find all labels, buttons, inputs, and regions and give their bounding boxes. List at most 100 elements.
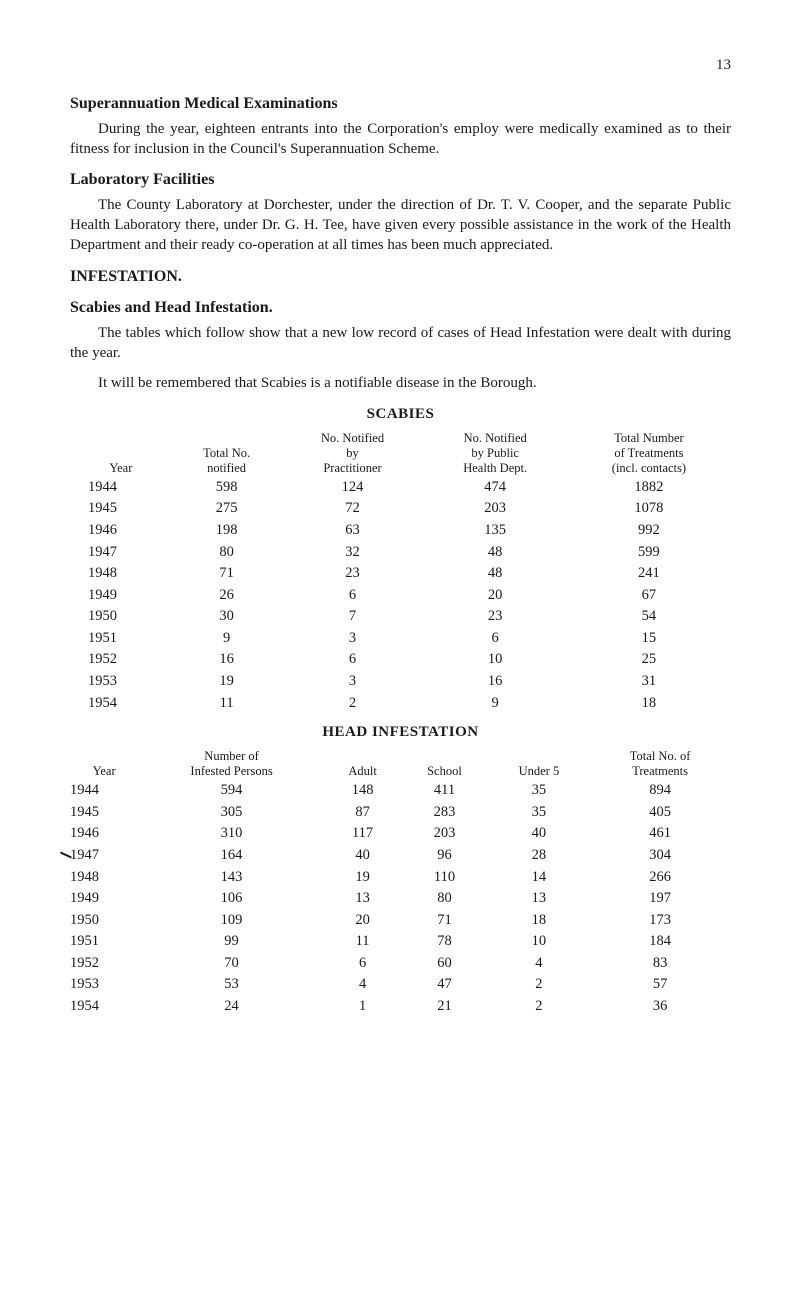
cell-by-public-health: 135	[424, 520, 567, 542]
cell-total-treatments: 15	[567, 628, 731, 650]
table-row: 19531931631	[70, 671, 731, 693]
cell-year: 1948	[70, 867, 138, 889]
cell-under5: 2	[489, 996, 590, 1018]
cell-year: 1949	[70, 888, 138, 910]
para-superannuation: During the year, eighteen entrants into …	[70, 119, 731, 160]
table-row: 1954112918	[70, 693, 731, 715]
cell-year: 1950	[70, 606, 172, 628]
cell-adult: 40	[325, 845, 400, 867]
table-row: 1945275722031078	[70, 498, 731, 520]
cell-infested: 109	[138, 910, 325, 932]
cell-by-public-health: 23	[424, 606, 567, 628]
cell-by-public-health: 6	[424, 628, 567, 650]
cell-by-practitioner: 63	[282, 520, 424, 542]
cell-year: 1953	[70, 974, 138, 996]
cell-under5: 10	[489, 931, 590, 953]
table-row: 194619863135992	[70, 520, 731, 542]
cell-school: 283	[400, 802, 488, 824]
cell-under5: 4	[489, 953, 590, 975]
table-row: 1947803248599	[70, 542, 731, 564]
cell-adult: 117	[325, 823, 400, 845]
cell-total-treatments: 241	[567, 563, 731, 585]
table-row: 19453058728335405	[70, 802, 731, 824]
cell-by-practitioner: 6	[282, 649, 424, 671]
cell-by-practitioner: 6	[282, 585, 424, 607]
cell-year: 1946	[70, 520, 172, 542]
heading-infestation: INFESTATION.	[70, 266, 731, 288]
table-row: 195424121236	[70, 996, 731, 1018]
cell-total-notified: 16	[172, 649, 282, 671]
table-row: 19503072354	[70, 606, 731, 628]
cell-total-notified: 275	[172, 498, 282, 520]
cell-infested: 594	[138, 780, 325, 802]
cell-year: 1951	[70, 931, 138, 953]
cell-year: 1953	[70, 671, 172, 693]
cell-school: 21	[400, 996, 488, 1018]
cell-total-treatments: 1078	[567, 498, 731, 520]
cell-infested: 99	[138, 931, 325, 953]
cell-total-treatments: 54	[567, 606, 731, 628]
cell-year: 1952	[70, 953, 138, 975]
cell-school: 411	[400, 780, 488, 802]
cell-adult: 87	[325, 802, 400, 824]
col-treatments: Total No. ofTreatments	[589, 748, 731, 780]
table-row: 19445981244741882	[70, 477, 731, 499]
cell-treatments: 266	[589, 867, 731, 889]
para-laboratory: The County Laboratory at Dorchester, und…	[70, 195, 731, 256]
cell-total-treatments: 992	[567, 520, 731, 542]
cell-treatments: 184	[589, 931, 731, 953]
cell-treatments: 36	[589, 996, 731, 1018]
table-row: 194631011720340461	[70, 823, 731, 845]
cell-year: 1951	[70, 628, 172, 650]
table-row: 19521661025	[70, 649, 731, 671]
heading-superannuation: Superannuation Medical Examinations	[70, 93, 731, 115]
para-infestation-2: It will be remembered that Scabies is a …	[70, 373, 731, 393]
cell-total-notified: 598	[172, 477, 282, 499]
cell-infested: 53	[138, 974, 325, 996]
cell-by-public-health: 474	[424, 477, 567, 499]
head-table-title: HEAD INFESTATION	[70, 722, 731, 742]
cell-total-notified: 26	[172, 585, 282, 607]
cell-year: 1945	[70, 498, 172, 520]
cell-year: 1945	[70, 802, 138, 824]
cell-adult: 4	[325, 974, 400, 996]
cell-treatments: 894	[589, 780, 731, 802]
cell-total-notified: 19	[172, 671, 282, 693]
page-number: 13	[70, 55, 731, 75]
cell-treatments: 304	[589, 845, 731, 867]
cell-total-treatments: 25	[567, 649, 731, 671]
cell-total-notified: 11	[172, 693, 282, 715]
cell-under5: 13	[489, 888, 590, 910]
cell-total-treatments: 67	[567, 585, 731, 607]
table-row: 1947164409628304	[70, 845, 731, 867]
cell-year: 1948	[70, 563, 172, 585]
col-year: Year	[70, 430, 172, 477]
cell-by-practitioner: 23	[282, 563, 424, 585]
cell-total-treatments: 1882	[567, 477, 731, 499]
cell-adult: 148	[325, 780, 400, 802]
col-school: School	[400, 748, 488, 780]
table-row: 194459414841135894	[70, 780, 731, 802]
cell-under5: 2	[489, 974, 590, 996]
cell-infested: 24	[138, 996, 325, 1018]
cell-adult: 19	[325, 867, 400, 889]
cell-total-notified: 9	[172, 628, 282, 650]
para-infestation-1: The tables which follow show that a new …	[70, 323, 731, 364]
cell-by-practitioner: 3	[282, 628, 424, 650]
cell-year: 1954	[70, 996, 138, 1018]
table-row: 1949106138013197	[70, 888, 731, 910]
cell-under5: 40	[489, 823, 590, 845]
cell-infested: 310	[138, 823, 325, 845]
cell-by-public-health: 203	[424, 498, 567, 520]
cell-school: 80	[400, 888, 488, 910]
cell-total-treatments: 18	[567, 693, 731, 715]
cell-by-public-health: 48	[424, 563, 567, 585]
cell-under5: 18	[489, 910, 590, 932]
cell-treatments: 173	[589, 910, 731, 932]
scabies-table: Year Total No.notified No. NotifiedbyPra…	[70, 430, 731, 714]
cell-under5: 28	[489, 845, 590, 867]
cell-school: 71	[400, 910, 488, 932]
heading-laboratory: Laboratory Facilities	[70, 169, 731, 191]
col-total-treatments: Total Numberof Treatments(incl. contacts…	[567, 430, 731, 477]
cell-year: 1944	[70, 780, 138, 802]
